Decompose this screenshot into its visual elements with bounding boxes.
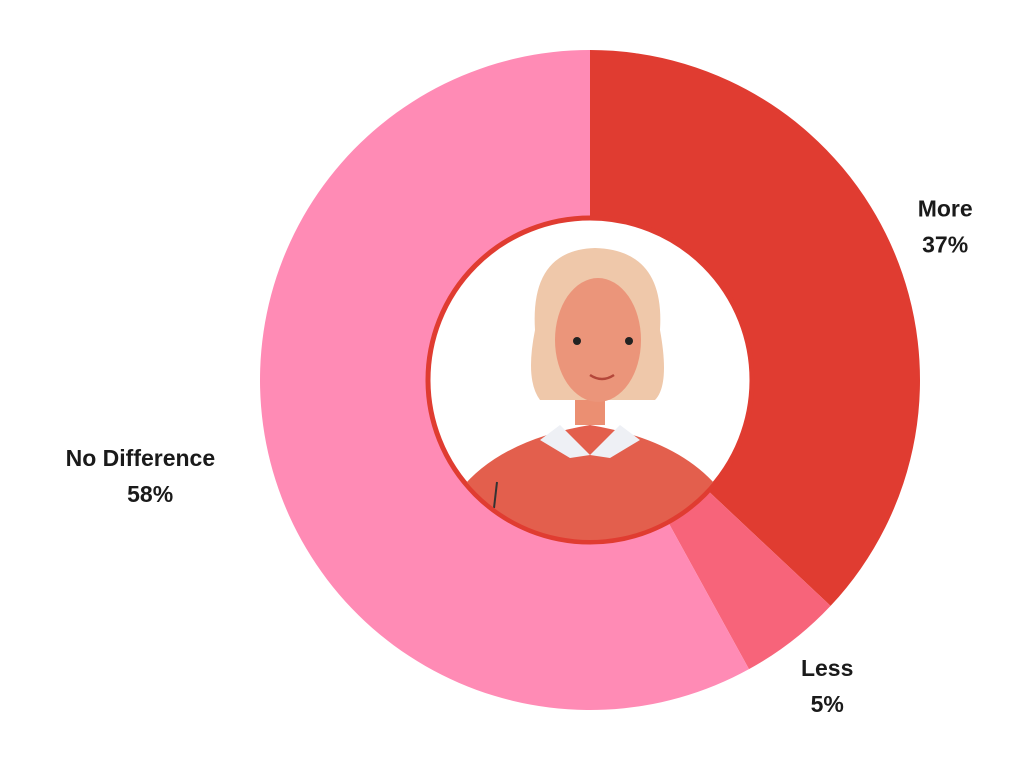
slice-value-label: 37% (922, 231, 968, 257)
slice-label: More (918, 195, 973, 221)
donut-slice (590, 50, 920, 606)
slice-value-label: 5% (811, 691, 844, 717)
slice-value-label: 58% (127, 481, 173, 507)
slice-label: No Difference (66, 445, 216, 471)
slice-label: Less (801, 655, 853, 681)
